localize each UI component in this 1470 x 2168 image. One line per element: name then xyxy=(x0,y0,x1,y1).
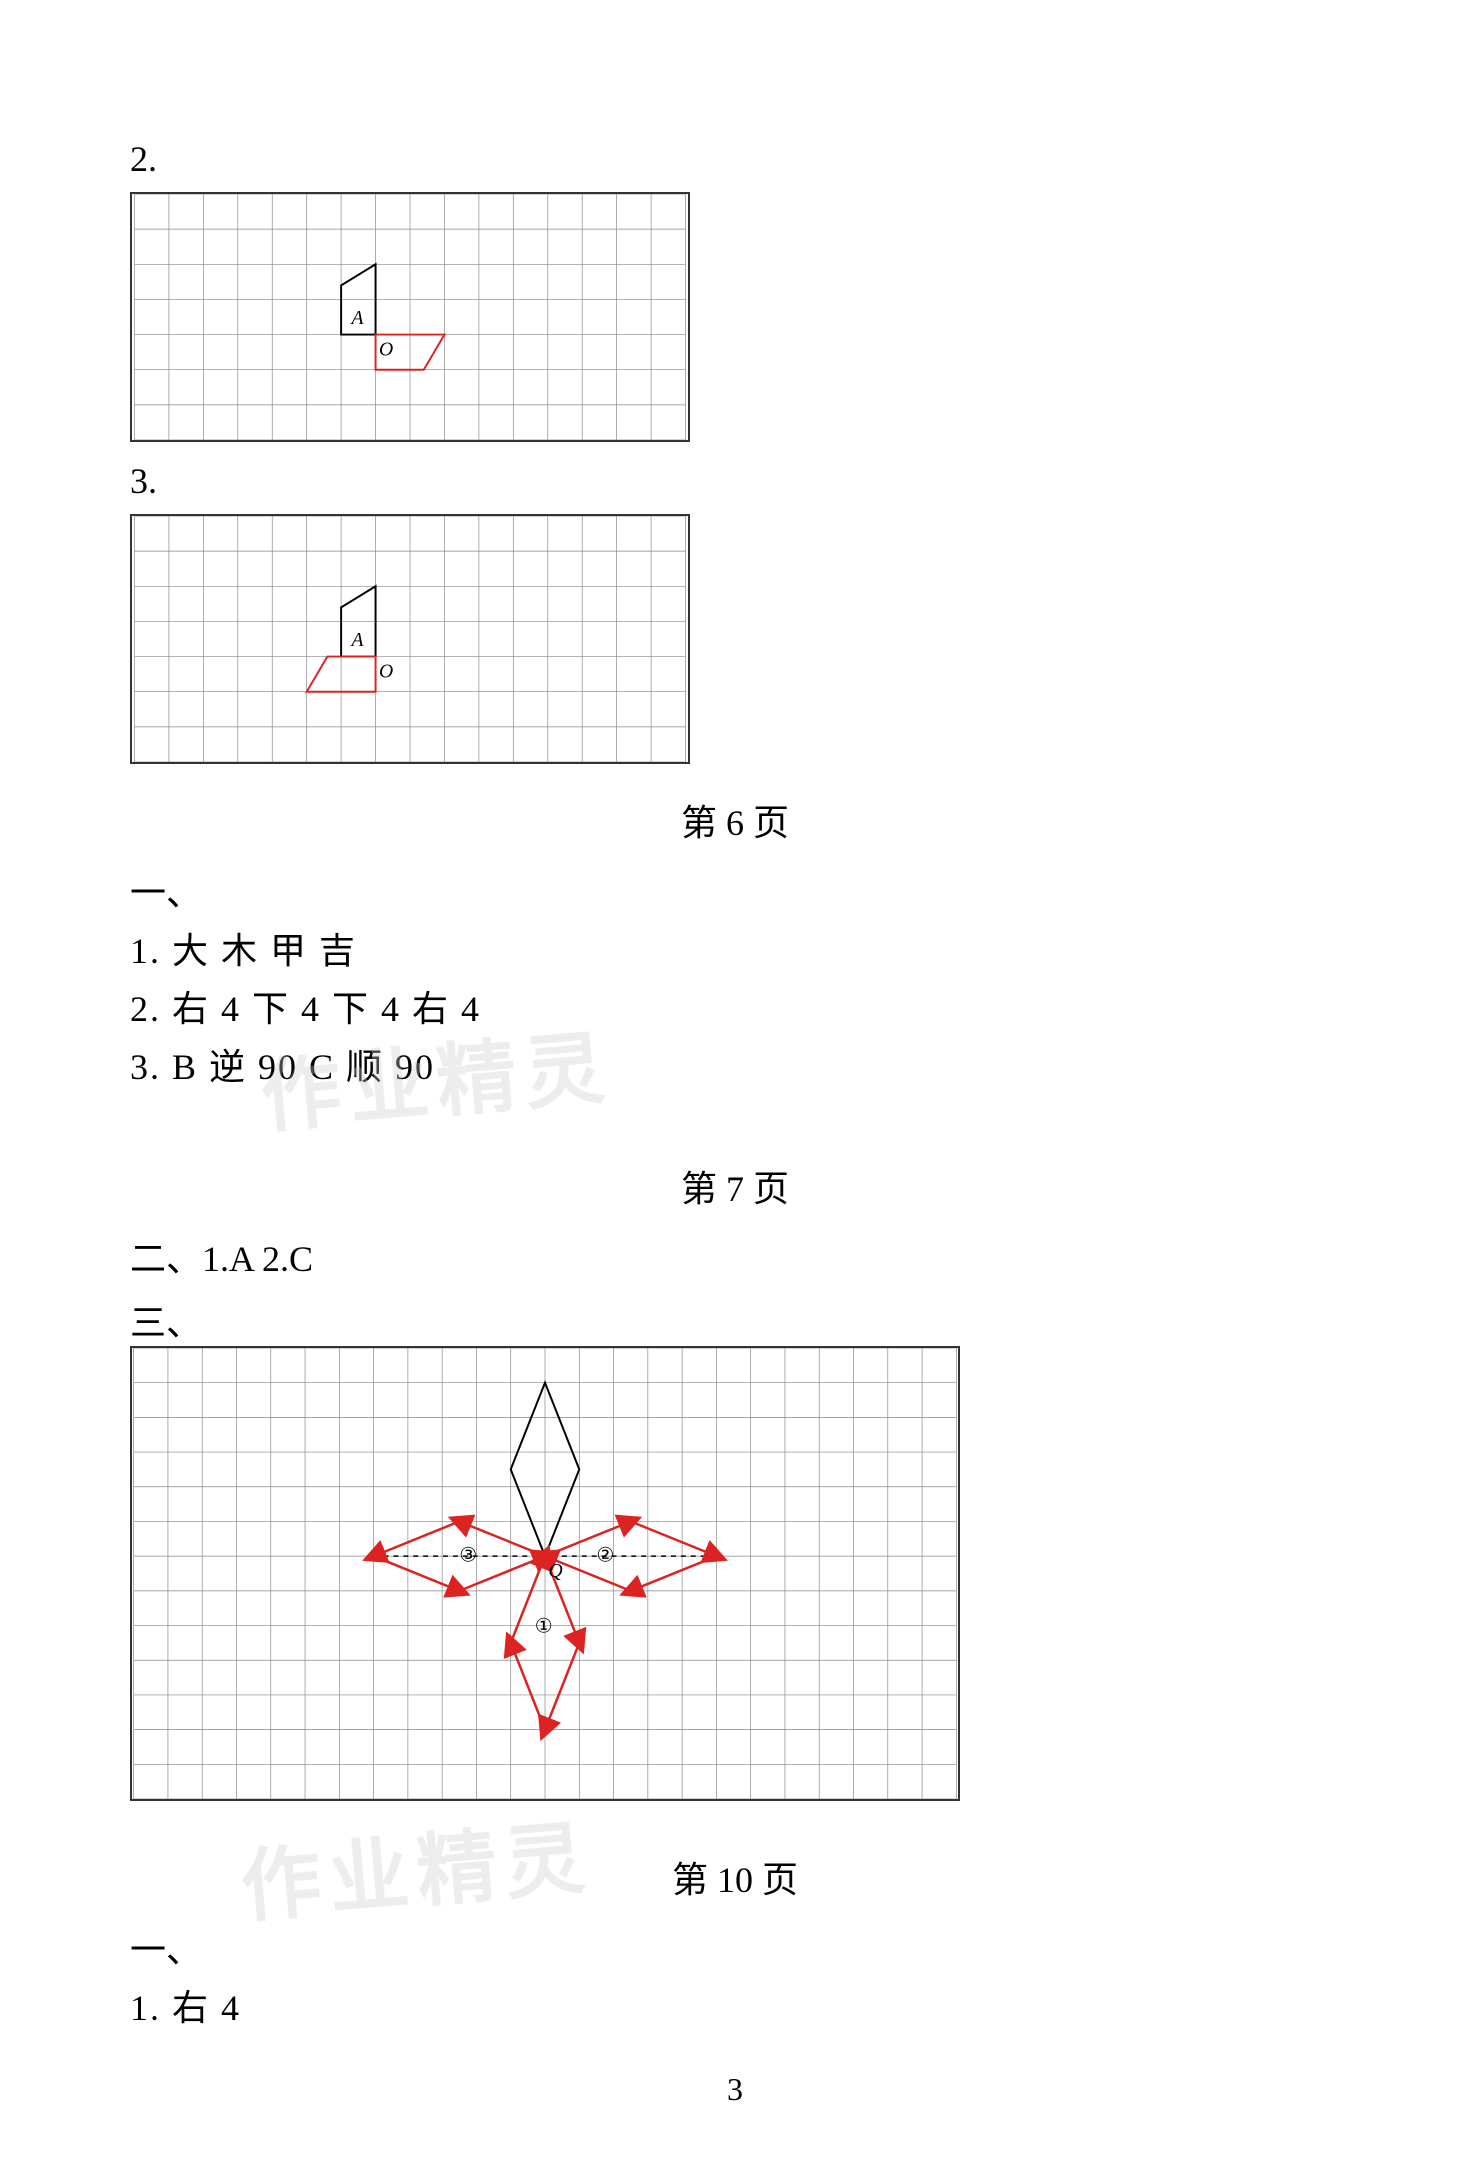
p6-answer-1: 1. 大 木 甲 吉 xyxy=(130,922,1340,974)
svg-text:A: A xyxy=(349,629,364,651)
page-10-marker: 第 10 页 xyxy=(130,1851,1340,1903)
p10-answer-1: 1. 右 4 xyxy=(130,1979,1340,2031)
section-1-label: 一、 xyxy=(130,864,1340,916)
section-2-label: 二、1.A 2.C xyxy=(130,1230,1340,1282)
page-7-marker: 第 7 页 xyxy=(130,1160,1340,1212)
svg-text:O: O xyxy=(379,339,393,361)
diagram-2: A O xyxy=(130,192,690,442)
item-2-label: 2. xyxy=(130,138,1340,180)
p6-answer-2: 2. 右 4 下 4 下 4 右 4 xyxy=(130,980,1340,1032)
svg-text:O: O xyxy=(379,661,393,683)
svg-text:③: ③ xyxy=(459,1544,477,1566)
svg-text:②: ② xyxy=(596,1544,614,1566)
section-1b-label: 一、 xyxy=(130,1921,1340,1973)
diagram-large: ① ② ③ Q xyxy=(130,1346,960,1801)
svg-text:Q: Q xyxy=(548,1560,562,1582)
page-6-marker: 第 6 页 xyxy=(130,794,1340,846)
svg-text:①: ① xyxy=(535,1615,553,1637)
section-3-label: 三、 xyxy=(130,1294,1340,1346)
p6-answer-3: 3. B 逆 90 C 顺 90 xyxy=(130,1038,1340,1090)
item-3-label: 3. xyxy=(130,460,1340,502)
page-number: 3 xyxy=(130,2071,1340,2108)
svg-text:A: A xyxy=(349,307,364,329)
diagram-3: A O xyxy=(130,514,690,764)
